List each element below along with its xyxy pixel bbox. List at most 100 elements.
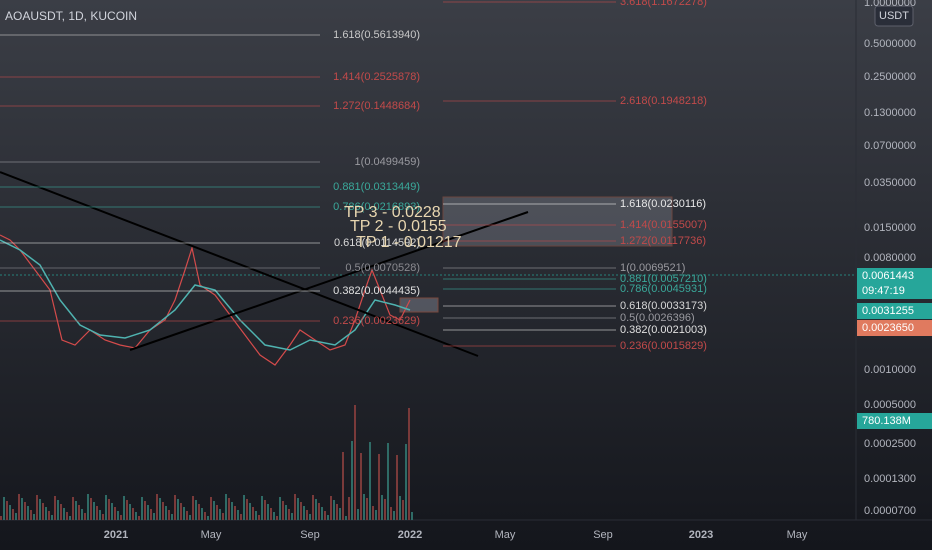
volume-bar [114, 507, 116, 520]
volume-bar [339, 508, 341, 520]
fib-label: 1.618(0.0230116) [620, 198, 706, 210]
volume-bar [117, 511, 119, 520]
volume-bar [189, 515, 191, 520]
price-tick-label: 1.0000000 [864, 0, 916, 9]
fib-label: 0.786(0.0216893) [333, 201, 420, 213]
volume-bar [162, 502, 164, 520]
volume-bar [150, 509, 152, 520]
volume-bar [408, 408, 410, 520]
volume-bar [213, 501, 215, 520]
volume-bar [264, 500, 266, 520]
volume-bar [396, 455, 398, 520]
fib-label: 1(0.0069521) [620, 262, 685, 274]
time-tick-label: May [201, 529, 222, 541]
currency-button[interactable] [874, 5, 914, 27]
volume-bar [141, 497, 143, 520]
time-tick-label: Sep [300, 529, 320, 541]
price-tick-label: 0.0005000 [864, 399, 916, 411]
fib-label: 0.618(0.0114592) [334, 237, 420, 249]
volume-bar [252, 507, 254, 520]
volume-bar [93, 502, 95, 520]
volume-bar [222, 513, 224, 520]
fib-label: 1(0.0499459) [355, 156, 420, 168]
volume-bar [282, 501, 284, 520]
price-badge [857, 283, 932, 299]
volume-bar [120, 515, 122, 520]
volume-bar [75, 501, 77, 520]
price-tick-label: 0.1300000 [864, 107, 916, 119]
volume-bar [165, 506, 167, 520]
volume-bar [63, 508, 65, 520]
volume-bar [402, 500, 404, 520]
volume-bar [153, 513, 155, 520]
volume-bar [288, 509, 290, 520]
volume-bar [303, 506, 305, 520]
volume-bar [42, 503, 44, 520]
price-badge-label: 0.0061443 [862, 270, 914, 282]
volume-bar [255, 511, 257, 520]
volume-bar [360, 453, 362, 520]
volume-bar [357, 509, 359, 520]
target-annotation: TP 3 - 0.0228 [344, 204, 441, 221]
volume-bar [15, 513, 17, 520]
volume-bar [390, 507, 392, 520]
volume-bar [195, 500, 197, 520]
volume-bar [384, 499, 386, 520]
volume-bar [18, 494, 20, 520]
volume-bar [54, 496, 56, 520]
volume-bar [21, 498, 23, 520]
volume-bar [234, 506, 236, 520]
time-tick-label: 2023 [689, 529, 713, 541]
volume-bar [225, 494, 227, 520]
volume-bar [135, 512, 137, 520]
fib-label: 0.618(0.0033173) [620, 300, 707, 312]
volume-bar [267, 504, 269, 520]
moving-average [0, 239, 411, 351]
volume-bar [138, 516, 140, 520]
volume-bar [342, 452, 344, 520]
volume-bar [300, 502, 302, 520]
price-badge-label: 780.138M [862, 415, 911, 427]
volume-bar [333, 500, 335, 520]
currency-label[interactable]: USDT [879, 10, 909, 22]
price-line [0, 234, 411, 366]
volume-bar [72, 497, 74, 520]
volume-bar [285, 505, 287, 520]
volume-bar [39, 499, 41, 520]
volume-bar [261, 496, 263, 520]
volume-bar [369, 442, 371, 520]
price-badge [857, 268, 932, 284]
price-tick-label: 0.0010000 [864, 364, 916, 376]
fib-label: 0.881(0.0057210) [620, 273, 707, 285]
fib-label: 2.618(0.1948218) [620, 95, 707, 107]
volume-bar [33, 514, 35, 520]
volume-bar [270, 508, 272, 520]
volume-bar [258, 515, 260, 520]
volume-bar [381, 495, 383, 520]
price-tick-label: 0.0700000 [864, 140, 916, 152]
volume-bar [96, 506, 98, 520]
volume-bar [87, 494, 89, 520]
volume-bar [12, 509, 14, 520]
volume-bar [198, 504, 200, 520]
volume-bar [330, 496, 332, 520]
volume-bar [183, 507, 185, 520]
fib-label: 0.881(0.0313449) [333, 181, 420, 193]
volume-bar [180, 503, 182, 520]
volume-bar [243, 495, 245, 520]
volume-bar [363, 494, 365, 520]
volume-bar [27, 506, 29, 520]
volume-bar [336, 504, 338, 520]
volume-bar [276, 516, 278, 520]
price-badge [857, 413, 932, 429]
volume-bar [177, 499, 179, 520]
volume-bar [174, 495, 176, 520]
price-badge [857, 303, 932, 319]
volume-bar [393, 511, 395, 520]
fib-label: 0.5(0.0070528) [345, 262, 420, 274]
fib-label: 0.236(0.0023629) [333, 315, 420, 327]
volume-bar [0, 516, 2, 520]
volume-bar [219, 509, 221, 520]
volume-bar [186, 511, 188, 520]
